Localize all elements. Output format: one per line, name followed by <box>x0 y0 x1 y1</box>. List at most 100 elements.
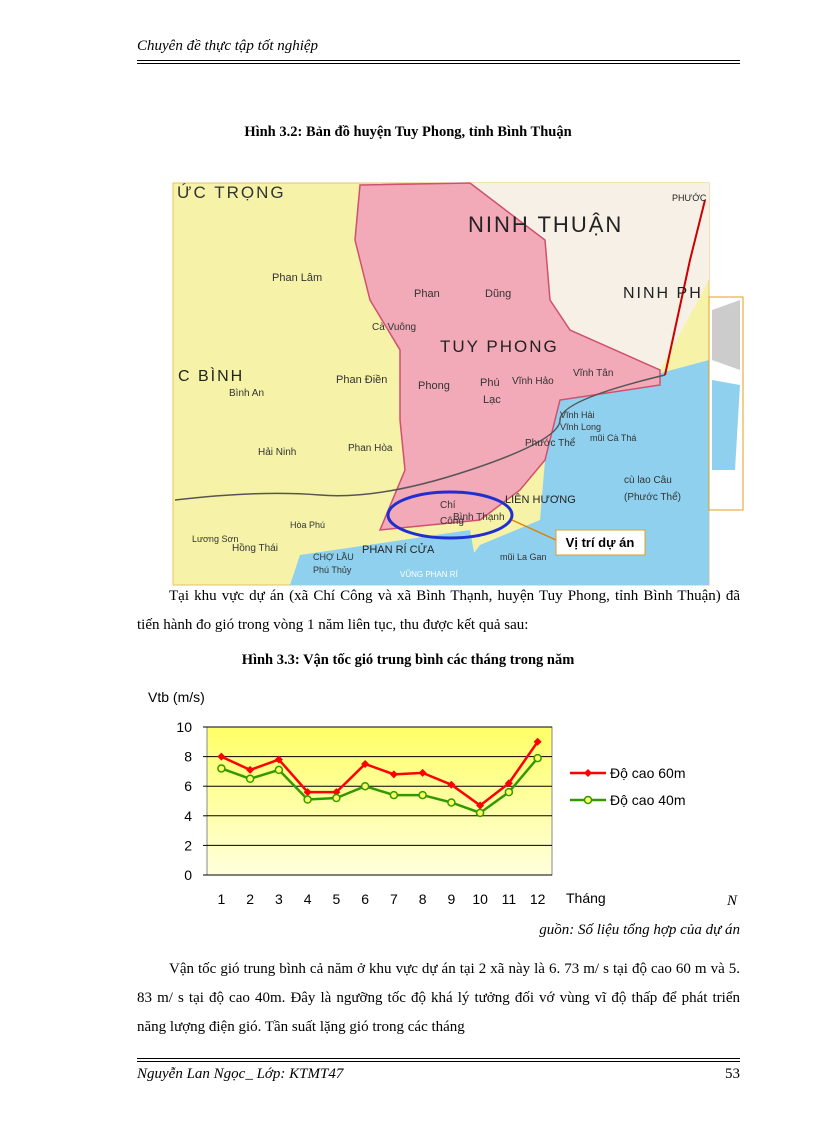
map-label: PHƯỚC <box>672 193 707 203</box>
x-tick-label: 3 <box>275 891 283 907</box>
map-label: TUY PHONG <box>440 337 559 356</box>
data-point <box>475 808 485 818</box>
map-label: Công <box>440 516 464 527</box>
map-label: Dũng <box>485 288 511 300</box>
data-point <box>389 770 398 779</box>
sea <box>450 360 709 585</box>
map: Vị trí dự án ỨC TRỌNG NINH THUẬN NINH PH PH… <box>172 182 744 586</box>
data-point <box>533 737 542 746</box>
y-tick-label: 2 <box>184 837 192 853</box>
footer-rule <box>137 1061 740 1062</box>
road <box>174 374 666 501</box>
map-label: Hồng Thái <box>232 542 278 554</box>
map-label: Phú Thủy <box>313 565 352 575</box>
paragraph: Vận tốc gió trung bình cả năm ở khu vực … <box>137 961 740 1035</box>
map-label: Cà Vuông <box>372 322 416 333</box>
legend-label: Độ cao 60m <box>610 765 685 781</box>
map-label: (Phước Thể) <box>624 491 681 503</box>
data-point <box>418 768 427 777</box>
data-point <box>274 755 283 764</box>
x-tick-label: 7 <box>390 891 398 907</box>
x-tick-label: 12 <box>530 891 546 907</box>
footer-rule <box>137 1058 740 1059</box>
y-tick-label: 6 <box>184 778 192 794</box>
callout-box <box>555 529 646 556</box>
data-point <box>389 790 399 800</box>
series-line <box>220 741 539 807</box>
data-point <box>217 752 226 761</box>
header-title: Chuyên đề thực tập tốt nghiệp <box>137 38 319 54</box>
data-point <box>360 781 370 791</box>
map-label: Hải Ninh <box>258 447 296 458</box>
data-point <box>246 765 255 774</box>
map-label: CHỢ LẦU <box>313 552 354 562</box>
map-label: mũi Cà Thá <box>590 433 636 443</box>
data-point <box>332 788 341 797</box>
data-point <box>504 787 514 797</box>
figure-caption: Hình 3.2: Bản đồ huyện Tuy Phong, tỉnh B… <box>244 124 572 140</box>
map-label: cù lao Câu <box>624 475 672 486</box>
project-highlight <box>386 490 514 540</box>
x-tick-label: 6 <box>361 891 369 907</box>
x-tick-label: 10 <box>472 891 488 907</box>
map-label: NINH PH <box>623 285 703 302</box>
map-label: VŨNG PHAN RÍ <box>400 570 459 579</box>
map-label: Phan Lâm <box>272 272 322 284</box>
data-point <box>245 774 255 784</box>
map-label: Vĩnh Tân <box>573 368 613 379</box>
data-point <box>504 779 513 788</box>
source-note: N <box>727 893 738 909</box>
x-tick-label: 8 <box>419 891 427 907</box>
x-tick-label: 1 <box>217 891 225 907</box>
header-rule <box>137 60 740 61</box>
y-tick-label: 4 <box>184 808 192 824</box>
legend-marker <box>583 795 593 805</box>
data-point <box>274 765 284 775</box>
y-tick-label: 10 <box>176 719 192 735</box>
map-label: PHAN RÍ CỬA <box>362 543 435 556</box>
x-tick-label: 11 <box>502 891 517 907</box>
legend-label: Độ cao 40m <box>610 792 685 808</box>
map-label: NINH THUẬN <box>468 212 623 237</box>
callout-leader <box>511 519 557 541</box>
map-label: Vĩnh Long <box>560 422 601 432</box>
map-label: LIÊN HƯƠNG <box>505 493 576 506</box>
data-point <box>447 798 456 807</box>
x-axis-label: Tháng <box>566 890 606 906</box>
series-line <box>220 757 539 815</box>
x-tick-label: 9 <box>447 891 455 907</box>
data-point <box>533 753 542 763</box>
inset-land <box>712 300 740 370</box>
x-tick-label: 2 <box>246 891 254 907</box>
y-tick-label: 8 <box>184 749 192 765</box>
map-label: C BÌNH <box>178 366 244 385</box>
data-point <box>476 801 485 810</box>
map-label: Phú <box>480 377 500 389</box>
y-axis-label: Vtb (m/s) <box>148 689 205 705</box>
map-label: Phước Thể <box>525 437 576 449</box>
map-label: Phan Hòa <box>348 443 393 454</box>
footer-author: Nguyễn Lan Ngọc_ Lớp: KTMT47 <box>137 1066 344 1082</box>
figure-caption: Hình 3.3: Vận tốc gió trung bình các thá… <box>241 652 575 668</box>
sea <box>290 530 480 585</box>
header-rule <box>137 63 740 64</box>
data-point <box>418 790 427 800</box>
paragraph: Tại khu vực dự án (xã Chí Công và xã Bìn… <box>137 588 740 633</box>
map-label: ỨC TRỌNG <box>177 183 286 202</box>
tuy-phong <box>354 182 661 531</box>
x-tick-label: 5 <box>332 891 340 907</box>
legend-marker <box>584 769 592 777</box>
map-label: Phan <box>414 288 440 300</box>
data-point <box>332 793 341 803</box>
data-point <box>303 788 312 797</box>
inset-sea <box>712 380 740 470</box>
data-point <box>447 780 456 789</box>
plot-area <box>206 726 553 876</box>
map-label: Bình An <box>229 388 264 399</box>
map-label: Vĩnh Hải <box>560 410 595 420</box>
data-point <box>217 764 226 773</box>
map-label: mũi La Gan <box>500 552 547 562</box>
callout-text: Vị trí dự án <box>566 535 635 550</box>
